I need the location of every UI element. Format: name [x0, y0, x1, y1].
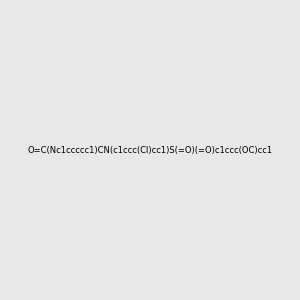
Text: O=C(Nc1ccccc1)CN(c1ccc(Cl)cc1)S(=O)(=O)c1ccc(OC)cc1: O=C(Nc1ccccc1)CN(c1ccc(Cl)cc1)S(=O)(=O)c… — [27, 146, 273, 154]
